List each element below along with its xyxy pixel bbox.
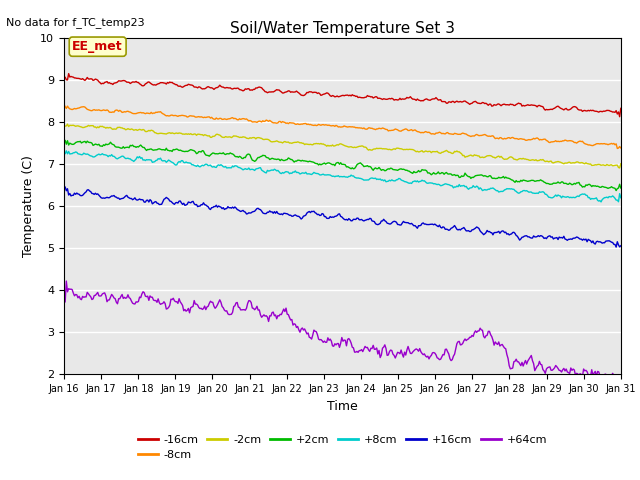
+2cm <box>399 167 407 172</box>
Line: -2cm: -2cm <box>64 124 621 168</box>
+16cm <box>612 244 620 250</box>
-2cm <box>234 134 242 140</box>
+64cm <box>470 330 478 336</box>
Y-axis label: Temperature (C): Temperature (C) <box>22 156 35 257</box>
-16cm <box>296 91 304 97</box>
+16cm <box>296 215 304 220</box>
+2cm <box>470 174 478 180</box>
-2cm <box>617 161 625 167</box>
+64cm <box>616 384 623 390</box>
Line: +16cm: +16cm <box>64 187 621 247</box>
+8cm <box>399 178 407 184</box>
+16cm <box>373 221 381 227</box>
-2cm <box>616 165 623 171</box>
-2cm <box>470 152 478 158</box>
-16cm <box>617 106 625 111</box>
-16cm <box>399 96 407 102</box>
+8cm <box>597 199 605 205</box>
-16cm <box>60 76 68 82</box>
Line: -16cm: -16cm <box>64 73 621 117</box>
Text: EE_met: EE_met <box>72 40 123 53</box>
-16cm <box>65 71 72 76</box>
+2cm <box>234 155 242 160</box>
+2cm <box>60 138 68 144</box>
+64cm <box>296 329 304 335</box>
-2cm <box>60 123 68 129</box>
+8cm <box>470 184 478 190</box>
+16cm <box>617 243 625 249</box>
-16cm <box>567 106 575 112</box>
+8cm <box>234 165 242 170</box>
-8cm <box>234 117 241 122</box>
-8cm <box>617 145 625 151</box>
-2cm <box>63 121 71 127</box>
Line: +64cm: +64cm <box>64 281 621 387</box>
-2cm <box>373 145 381 151</box>
-16cm <box>470 99 478 105</box>
+64cm <box>373 345 381 351</box>
-2cm <box>296 140 304 146</box>
Line: -8cm: -8cm <box>64 105 621 148</box>
-8cm <box>60 102 68 108</box>
+64cm <box>60 287 68 293</box>
+2cm <box>61 137 69 143</box>
+8cm <box>296 171 304 177</box>
+2cm <box>617 185 625 191</box>
Text: No data for f_TC_temp23: No data for f_TC_temp23 <box>6 17 145 28</box>
+2cm <box>567 181 575 187</box>
+2cm <box>296 157 304 163</box>
-8cm <box>566 138 573 144</box>
-2cm <box>567 160 575 166</box>
-8cm <box>469 133 477 139</box>
+16cm <box>60 187 68 192</box>
+8cm <box>63 148 70 154</box>
-8cm <box>295 121 303 127</box>
+64cm <box>567 365 575 371</box>
+64cm <box>617 377 625 383</box>
-16cm <box>616 114 623 120</box>
-16cm <box>373 94 381 100</box>
X-axis label: Time: Time <box>327 400 358 413</box>
+8cm <box>60 150 68 156</box>
Title: Soil/Water Temperature Set 3: Soil/Water Temperature Set 3 <box>230 21 455 36</box>
+2cm <box>612 188 620 193</box>
+16cm <box>399 218 407 224</box>
-8cm <box>399 127 406 133</box>
-2cm <box>399 147 407 153</box>
+16cm <box>61 184 69 190</box>
-16cm <box>234 85 242 91</box>
+16cm <box>470 226 478 232</box>
-8cm <box>614 145 621 151</box>
Line: +8cm: +8cm <box>64 151 621 202</box>
+64cm <box>234 304 242 310</box>
Line: +2cm: +2cm <box>64 140 621 191</box>
+8cm <box>567 194 575 200</box>
+8cm <box>617 195 625 201</box>
+2cm <box>373 166 381 171</box>
+8cm <box>373 177 381 182</box>
+64cm <box>399 354 407 360</box>
+64cm <box>63 278 70 284</box>
+16cm <box>234 207 242 213</box>
Legend: -16cm, -8cm, -2cm, +2cm, +8cm, +16cm, +64cm: -16cm, -8cm, -2cm, +2cm, +8cm, +16cm, +6… <box>134 431 551 465</box>
+16cm <box>567 236 575 242</box>
-8cm <box>372 127 380 132</box>
